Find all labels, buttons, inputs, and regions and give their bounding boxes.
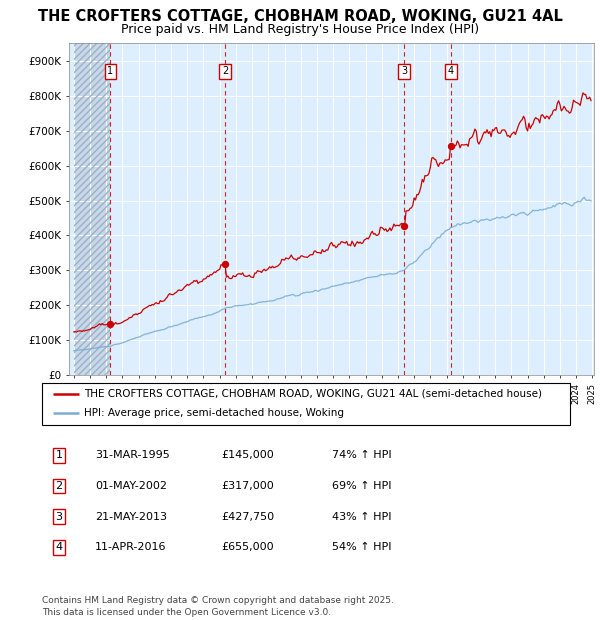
Bar xyxy=(74,43,110,375)
Text: £655,000: £655,000 xyxy=(221,542,274,552)
Text: 3: 3 xyxy=(401,66,407,76)
Text: 54% ↑ HPI: 54% ↑ HPI xyxy=(332,542,392,552)
Text: THE CROFTERS COTTAGE, CHOBHAM ROAD, WOKING, GU21 4AL (semi-detached house): THE CROFTERS COTTAGE, CHOBHAM ROAD, WOKI… xyxy=(84,389,542,399)
Text: Price paid vs. HM Land Registry's House Price Index (HPI): Price paid vs. HM Land Registry's House … xyxy=(121,23,479,36)
Text: 01-MAY-2002: 01-MAY-2002 xyxy=(95,481,167,491)
Text: £317,000: £317,000 xyxy=(221,481,274,491)
Text: 3: 3 xyxy=(55,512,62,521)
Text: 2: 2 xyxy=(222,66,228,76)
Point xyxy=(400,221,409,231)
Text: £427,750: £427,750 xyxy=(221,512,275,521)
Text: 31-MAR-1995: 31-MAR-1995 xyxy=(95,450,170,460)
Point xyxy=(220,259,230,269)
Text: THE CROFTERS COTTAGE, CHOBHAM ROAD, WOKING, GU21 4AL: THE CROFTERS COTTAGE, CHOBHAM ROAD, WOKI… xyxy=(38,9,562,24)
Bar xyxy=(74,43,110,375)
Text: 74% ↑ HPI: 74% ↑ HPI xyxy=(332,450,392,460)
Point xyxy=(106,319,115,329)
Text: 2: 2 xyxy=(55,481,62,491)
Point xyxy=(446,141,456,151)
Text: £145,000: £145,000 xyxy=(221,450,274,460)
Text: 11-APR-2016: 11-APR-2016 xyxy=(95,542,166,552)
Text: 4: 4 xyxy=(448,66,454,76)
Text: 21-MAY-2013: 21-MAY-2013 xyxy=(95,512,167,521)
Text: 1: 1 xyxy=(107,66,113,76)
Text: 4: 4 xyxy=(55,542,62,552)
Text: 1: 1 xyxy=(55,450,62,460)
Text: 43% ↑ HPI: 43% ↑ HPI xyxy=(332,512,392,521)
Text: 69% ↑ HPI: 69% ↑ HPI xyxy=(332,481,392,491)
Text: Contains HM Land Registry data © Crown copyright and database right 2025.
This d: Contains HM Land Registry data © Crown c… xyxy=(42,596,394,617)
Text: HPI: Average price, semi-detached house, Woking: HPI: Average price, semi-detached house,… xyxy=(84,409,344,419)
